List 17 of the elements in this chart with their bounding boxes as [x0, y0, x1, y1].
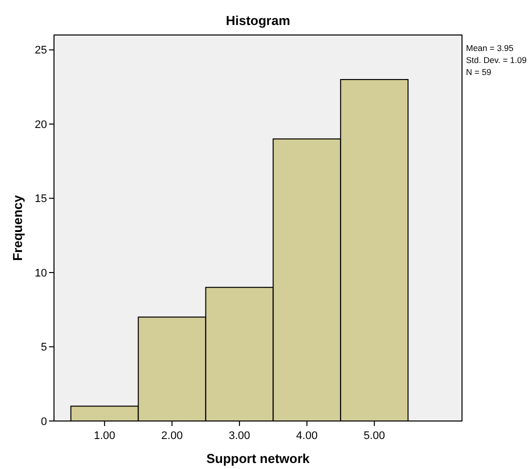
x-tick-label: 5.00 [364, 430, 386, 442]
text: Mean = 3.95 [466, 43, 514, 53]
y-tick-label: 0 [40, 416, 47, 428]
x-axis-title: Support network [206, 451, 310, 466]
x-tick-label: 1.00 [94, 430, 116, 442]
y-tick-label: 15 [34, 193, 47, 206]
y-tick-label: 10 [34, 267, 47, 280]
y-tick-label: 5 [40, 342, 47, 354]
x-tick-label: 2.00 [161, 430, 183, 442]
y-tick-label: 25 [34, 44, 47, 57]
chart-title: Histogram [226, 13, 290, 28]
y-tick-label: 20 [34, 118, 47, 131]
x-tick-label: 4.00 [296, 430, 318, 442]
x-tick-label: 3.00 [228, 430, 250, 442]
y-axis-title: Frequency [10, 194, 25, 261]
text: Std. Dev. = 1.09 [466, 55, 527, 65]
text: N = 59 [466, 67, 492, 77]
